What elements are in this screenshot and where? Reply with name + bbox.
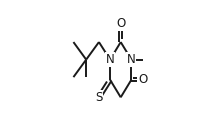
Text: N: N	[106, 53, 114, 66]
Text: O: O	[116, 18, 125, 30]
Text: O: O	[138, 73, 147, 86]
Text: N: N	[127, 53, 136, 66]
Text: S: S	[95, 91, 103, 104]
